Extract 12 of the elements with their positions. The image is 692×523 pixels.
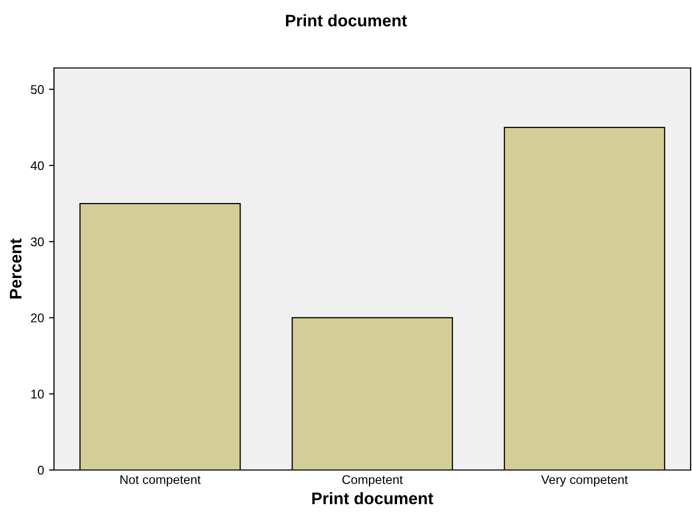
chart-title: Print document bbox=[286, 14, 407, 26]
y-tick-label: 40 bbox=[30, 161, 44, 170]
y-axis-title: Percent bbox=[10, 238, 22, 298]
y-tick-label: 30 bbox=[30, 237, 44, 246]
x-tick-label: Competent bbox=[342, 475, 403, 487]
y-tick-label: 0 bbox=[38, 466, 44, 475]
y-tick-label: 20 bbox=[31, 314, 44, 322]
x-tick-label: Very competent bbox=[541, 475, 628, 487]
y-tick-label: 10 bbox=[31, 390, 44, 399]
y-tick-label: 50 bbox=[30, 85, 44, 94]
x-tick-label: Not competent bbox=[120, 475, 201, 487]
x-axis-title: Print document bbox=[312, 492, 434, 504]
